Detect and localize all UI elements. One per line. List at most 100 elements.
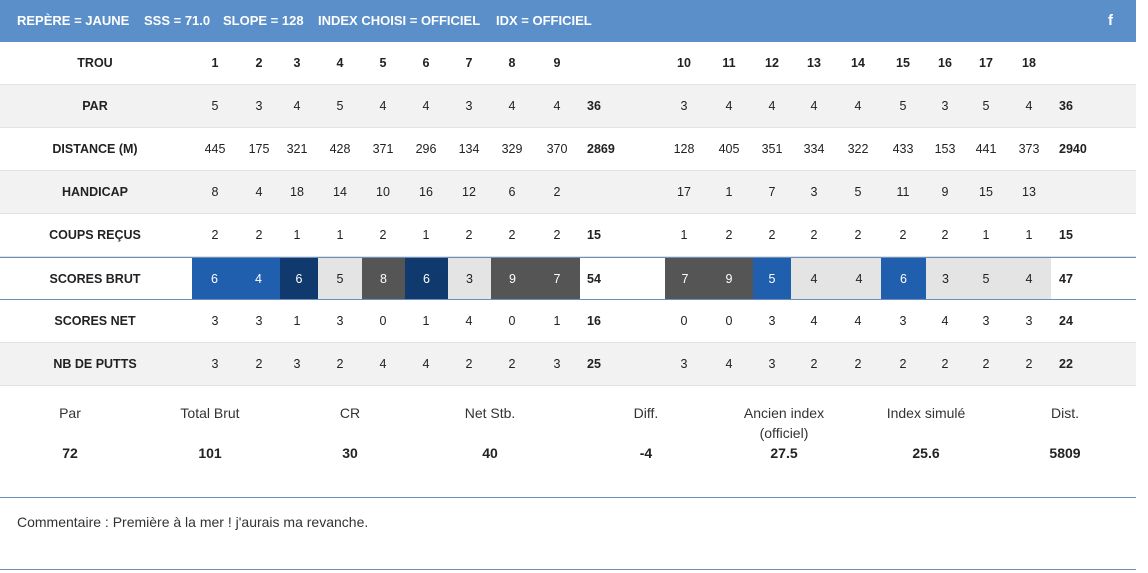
repere-info: REPÈRE = JAUNE <box>17 13 130 28</box>
summary-total-brut-label: Total Brut <box>180 405 240 421</box>
net-hole-7: 4 <box>465 314 473 328</box>
brut-out-total: 54 <box>587 271 601 286</box>
distance-hole-14: 322 <box>847 142 869 156</box>
par-hole-8: 4 <box>508 99 516 113</box>
distance-hole-15: 433 <box>892 142 914 156</box>
summary-dist-value: 5809 <box>1049 445 1081 461</box>
coups-hole-5: 2 <box>379 228 387 242</box>
coups-hole-12: 2 <box>768 228 776 242</box>
row-label-net: SCORES NET <box>54 314 136 328</box>
summary-ancien-index: Ancien index (officiel) <box>724 403 844 443</box>
trou-hole-11: 11 <box>722 56 736 70</box>
putts-hole-16: 2 <box>941 357 949 371</box>
putts-hole-13: 2 <box>810 357 818 371</box>
summary-index-simule-label: Index simulé <box>886 405 966 421</box>
brut-hole-5: 8 <box>362 258 405 299</box>
net-out-total: 16 <box>587 314 601 328</box>
putts-out-total: 25 <box>587 357 601 371</box>
coups-hole-6: 1 <box>422 228 430 242</box>
slope-info: SLOPE = 128 <box>223 13 304 28</box>
putts-hole-9: 3 <box>553 357 561 371</box>
brut-hole-6: 6 <box>405 258 448 299</box>
coups-hole-14: 2 <box>854 228 862 242</box>
trou-hole-12: 12 <box>765 56 779 70</box>
putts-hole-2: 2 <box>255 357 263 371</box>
par-hole-14: 4 <box>854 99 862 113</box>
par-in-total: 36 <box>1059 99 1073 113</box>
summary-diff-label: Diff. <box>633 405 659 421</box>
putts-hole-11: 4 <box>725 357 733 371</box>
coups-hole-3: 1 <box>293 228 301 242</box>
net-hole-10: 0 <box>680 314 688 328</box>
par-hole-4: 5 <box>336 99 344 113</box>
row-handicap: HANDICAP 8 4 18 14 10 16 12 6 2 17 1 7 3 5 11 9 15 13 <box>0 171 1136 214</box>
facebook-icon[interactable]: f <box>1108 12 1113 29</box>
par-hole-6: 4 <box>422 99 430 113</box>
summary-cr-label: CR <box>339 405 361 421</box>
trou-hole-10: 10 <box>677 56 691 70</box>
summary-cr: CR <box>310 403 390 423</box>
coups-hole-17: 1 <box>982 228 990 242</box>
brut-hole-11: 9 <box>705 258 753 299</box>
net-hole-15: 3 <box>899 314 907 328</box>
summary-total-brut: Total Brut <box>160 403 260 423</box>
net-hole-1: 3 <box>211 314 219 328</box>
coups-hole-11: 2 <box>725 228 733 242</box>
par-hole-13: 4 <box>810 99 818 113</box>
par-hole-3: 4 <box>293 99 301 113</box>
putts-hole-7: 2 <box>465 357 473 371</box>
brut-hole-9: 7 <box>534 258 580 299</box>
distance-hole-4: 428 <box>329 142 351 156</box>
trou-hole-17: 17 <box>979 56 993 70</box>
putts-in-total: 22 <box>1059 357 1073 371</box>
row-trou: TROU 1 2 3 4 5 6 7 8 9 10 11 12 13 14 15 16 17 18 <box>0 42 1136 85</box>
net-hole-18: 3 <box>1025 314 1033 328</box>
row-coups: COUPS REÇUS 2 2 1 1 2 1 2 2 2 1 2 2 2 2 2 2 1 1 15 15 <box>0 214 1136 257</box>
net-hole-13: 4 <box>810 314 818 328</box>
brut-hole-18: 4 <box>1007 258 1051 299</box>
net-hole-17: 3 <box>982 314 990 328</box>
summary-diff: Diff. <box>606 403 686 423</box>
net-in-total: 24 <box>1059 314 1073 328</box>
net-hole-2: 3 <box>255 314 263 328</box>
distance-hole-9: 370 <box>546 142 568 156</box>
summary-par-label: Par <box>59 405 81 421</box>
handicap-hole-18: 13 <box>1022 185 1036 199</box>
row-net: SCORES NET 3 3 1 3 0 1 4 0 1 0 0 3 4 4 3 4 3 3 16 24 <box>0 300 1136 343</box>
handicap-hole-13: 3 <box>810 185 818 199</box>
handicap-hole-5: 10 <box>376 185 390 199</box>
putts-hole-18: 2 <box>1025 357 1033 371</box>
trou-hole-5: 5 <box>379 56 387 70</box>
summary-ancien-index-label: Ancien index <box>743 405 825 421</box>
distance-hole-11: 405 <box>718 142 740 156</box>
trou-hole-15: 15 <box>896 56 910 70</box>
coups-hole-9: 2 <box>553 228 561 242</box>
brut-hole-13: 4 <box>791 258 837 299</box>
brut-hole-1: 6 <box>192 258 237 299</box>
handicap-hole-15: 11 <box>896 185 910 199</box>
brut-hole-15: 6 <box>881 258 926 299</box>
net-hole-8: 0 <box>508 314 516 328</box>
coups-in-total: 15 <box>1059 228 1073 242</box>
trou-hole-3: 3 <box>293 56 301 70</box>
distance-hole-17: 441 <box>975 142 997 156</box>
row-label-brut: SCORES BRUT <box>49 271 141 286</box>
handicap-hole-4: 14 <box>333 185 347 199</box>
distance-in-total: 2940 <box>1059 142 1087 156</box>
distance-hole-8: 329 <box>501 142 523 156</box>
summary-dist: Dist. <box>1025 403 1105 423</box>
distance-out-total: 2869 <box>587 142 615 156</box>
coups-hole-15: 2 <box>899 228 907 242</box>
summary-par: Par <box>30 403 110 423</box>
par-hole-16: 3 <box>941 99 949 113</box>
putts-hole-10: 3 <box>680 357 688 371</box>
net-hole-4: 3 <box>336 314 344 328</box>
summary-total-brut-value: 101 <box>198 445 222 461</box>
brut-hole-3: 6 <box>280 258 318 299</box>
row-label-handicap: HANDICAP <box>62 185 128 199</box>
net-hole-16: 4 <box>941 314 949 328</box>
trou-hole-6: 6 <box>422 56 430 70</box>
trou-hole-9: 9 <box>553 56 561 70</box>
net-hole-3: 1 <box>293 314 301 328</box>
coups-out-total: 15 <box>587 228 601 242</box>
